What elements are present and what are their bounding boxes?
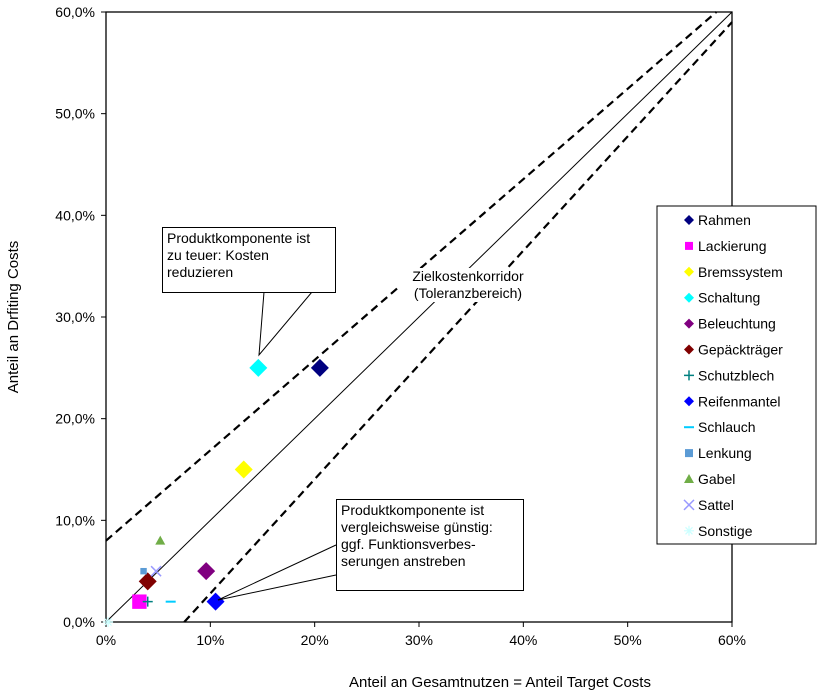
legend-marker-sonstige: [684, 525, 694, 536]
y-tick-label: 50,0%: [55, 106, 95, 122]
x-tick-label: 30%: [405, 632, 433, 648]
x-tick-label: 10%: [196, 632, 224, 648]
axis-ticks: 0% 10% 20% 30% 40% 50% 60% 0,0% 10,0% 20,0% 30,0% 4…: [55, 4, 746, 648]
legend-marker-gabel: [684, 474, 694, 483]
legend-label-schlauch: Schlauch: [698, 419, 756, 435]
legend: Rahmen Lackierung Bremssystem Schaltung Bele…: [656, 205, 817, 545]
y-tick-label: 60,0%: [55, 4, 95, 20]
point-schaltung: [249, 358, 268, 377]
x-tick-label: 20%: [301, 632, 329, 648]
legend-label-reifenmantel: Reifenmantel: [698, 393, 781, 409]
legend-label-lenkung: Lenkung: [698, 445, 752, 461]
legend-label-sattel: Sattel: [698, 497, 734, 513]
legend-label-gep-cktr-ger: Gepäckträger: [698, 342, 783, 358]
point-sonstige: [103, 617, 114, 627]
point-schutzblech: [142, 596, 153, 607]
y-tick-label: 40,0%: [55, 207, 95, 223]
point-rahmen: [310, 358, 329, 377]
legend-marker-schutzblech: [684, 370, 694, 381]
point-lenkung: [140, 567, 147, 575]
x-axis-title: Anteil an Gesamtnutzen = Anteil Target C…: [349, 674, 651, 691]
pointer-too-expensive: [258, 291, 314, 357]
legend-label-schutzblech: Schutzblech: [698, 367, 774, 383]
y-tick-label: 30,0%: [55, 309, 95, 325]
callout-pointers: [217, 291, 337, 601]
legend-marker-sattel: [683, 499, 695, 511]
legend-marker-lenkung: [685, 449, 693, 458]
legend-marker-beleuchtung: [684, 318, 694, 329]
data-points: [103, 358, 329, 627]
legend-label-bremssystem: Bremssystem: [698, 264, 783, 280]
point-gep-cktr-ger: [138, 572, 157, 591]
tolerance-line-2: [183, 21, 733, 623]
legend-label-schaltung: Schaltung: [698, 290, 760, 306]
y-axis-title: Anteil an Drfiting Costs: [5, 241, 22, 394]
point-bremssystem: [234, 460, 253, 479]
legend-items: Rahmen Lackierung Bremssystem Schaltung Bele…: [683, 212, 783, 539]
legend-marker-gep-cktr-ger: [684, 344, 694, 355]
point-beleuchtung: [197, 562, 216, 581]
legend-box: [656, 205, 817, 545]
y-tick-label: 20,0%: [55, 411, 95, 427]
legend-marker-bremssystem: [684, 266, 694, 277]
legend-marker-reifenmantel: [684, 396, 694, 407]
point-reifenmantel: [206, 592, 225, 611]
legend-label-beleuchtung: Beleuchtung: [698, 316, 776, 332]
legend-label-sonstige: Sonstige: [698, 523, 753, 539]
legend-marker-rahmen: [684, 215, 694, 225]
target-line: [105, 11, 733, 623]
legend-label-gabel: Gabel: [698, 471, 735, 487]
y-tick-label: 10,0%: [55, 512, 95, 528]
legend-marker-schaltung: [684, 292, 694, 303]
legend-label-lackierung: Lackierung: [698, 238, 767, 254]
x-tick-label: 40%: [509, 632, 537, 648]
x-tick-label: 50%: [614, 632, 642, 648]
legend-marker-lackierung: [685, 241, 693, 250]
x-tick-label: 0%: [96, 632, 116, 648]
point-lackierung: [132, 594, 147, 609]
y-tick-label: 0,0%: [63, 614, 95, 630]
point-sattel: [150, 565, 162, 577]
annotation-too-expensive: Produktkomponente ist zu teuer: Kosten r…: [162, 227, 336, 293]
annotation-favorable: Produktkomponente ist vergleichsweise gü…: [336, 499, 524, 591]
legend-label-rahmen: Rahmen: [698, 212, 751, 228]
point-gabel: [155, 535, 166, 545]
annotation-target-corridor: Zielkostenkorridor (Toleranzbereich): [398, 268, 538, 302]
pointer-favorable: [217, 544, 337, 601]
x-tick-label: 60%: [718, 632, 746, 648]
